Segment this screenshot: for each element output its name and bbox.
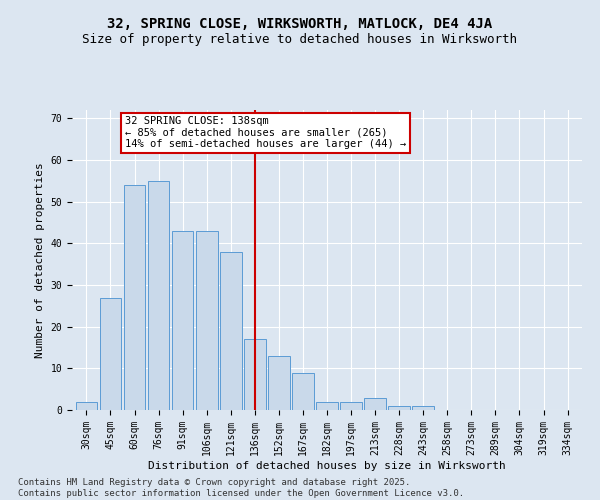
Bar	[124, 185, 145, 410]
Y-axis label: Number of detached properties: Number of detached properties	[35, 162, 45, 358]
X-axis label: Distribution of detached houses by size in Wirksworth: Distribution of detached houses by size …	[148, 460, 506, 470]
Text: 32, SPRING CLOSE, WIRKSWORTH, MATLOCK, DE4 4JA: 32, SPRING CLOSE, WIRKSWORTH, MATLOCK, D…	[107, 18, 493, 32]
Bar	[244, 339, 266, 410]
Bar	[100, 298, 121, 410]
Text: 32 SPRING CLOSE: 138sqm
← 85% of detached houses are smaller (265)
14% of semi-d: 32 SPRING CLOSE: 138sqm ← 85% of detache…	[125, 116, 406, 150]
Bar	[76, 402, 97, 410]
Bar	[196, 231, 218, 410]
Bar	[292, 372, 314, 410]
Bar	[148, 181, 169, 410]
Bar	[172, 231, 193, 410]
Text: Size of property relative to detached houses in Wirksworth: Size of property relative to detached ho…	[83, 32, 517, 46]
Bar	[412, 406, 434, 410]
Bar	[220, 252, 242, 410]
Bar	[388, 406, 410, 410]
Text: Contains HM Land Registry data © Crown copyright and database right 2025.
Contai: Contains HM Land Registry data © Crown c…	[18, 478, 464, 498]
Bar	[364, 398, 386, 410]
Bar	[268, 356, 290, 410]
Bar	[316, 402, 338, 410]
Bar	[340, 402, 362, 410]
